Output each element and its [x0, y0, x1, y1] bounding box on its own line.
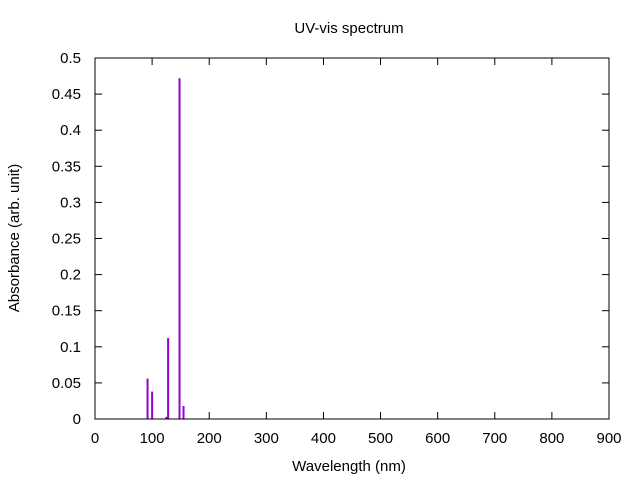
y-tick-label: 0.3	[60, 194, 81, 211]
x-tick-label: 200	[197, 430, 222, 447]
x-tick-label: 300	[254, 430, 279, 447]
y-tick-label: 0.05	[52, 375, 81, 392]
spectrum-bars	[146, 78, 185, 419]
x-tick-label: 500	[368, 430, 393, 447]
y-axis-label: Absorbance (arb. unit)	[6, 164, 23, 312]
y-tick-label: 0.15	[52, 303, 81, 320]
y-tick-label: 0.25	[52, 231, 81, 248]
y-tick-label: 0	[73, 411, 81, 428]
y-tick-label: 0.35	[52, 158, 81, 175]
x-tick-label: 100	[140, 430, 165, 447]
x-tick-label: 800	[539, 430, 564, 447]
axis-ticks: 0 100 200 300 400 500 600 700 800 900 0 0.05 0.1 0.15…	[52, 50, 622, 447]
y-tick-label: 0.1	[60, 339, 81, 356]
y-tick-label: 0.5	[60, 50, 81, 67]
y-tick-label: 0.4	[60, 122, 81, 139]
plot-frame	[94, 57, 610, 420]
x-tick-label: 0	[91, 430, 99, 447]
x-axis-label: Wavelength (nm)	[292, 458, 406, 475]
chart-title: UV-vis spectrum	[294, 20, 403, 37]
x-tick-label: 600	[425, 430, 450, 447]
y-tick-label: 0.2	[60, 267, 81, 284]
y-tick-label: 0.45	[52, 86, 81, 103]
x-tick-label: 900	[596, 430, 621, 447]
x-tick-label: 400	[311, 430, 336, 447]
x-tick-label: 700	[482, 430, 507, 447]
